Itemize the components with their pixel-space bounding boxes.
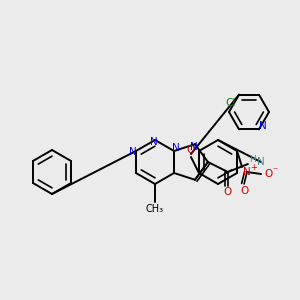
Text: Cl: Cl bbox=[226, 98, 236, 108]
Text: N: N bbox=[243, 167, 251, 177]
Text: O: O bbox=[187, 145, 195, 155]
Text: N: N bbox=[129, 147, 137, 157]
Text: N: N bbox=[172, 143, 180, 153]
Text: O: O bbox=[224, 187, 232, 197]
Text: N: N bbox=[257, 157, 265, 167]
Text: N: N bbox=[190, 142, 198, 152]
Text: N: N bbox=[150, 137, 158, 147]
Text: O: O bbox=[264, 169, 272, 179]
Text: O: O bbox=[240, 186, 248, 196]
Text: ⁻: ⁻ bbox=[272, 166, 278, 176]
Text: CH₃: CH₃ bbox=[146, 204, 164, 214]
Text: H: H bbox=[250, 155, 256, 164]
Text: N: N bbox=[259, 121, 267, 131]
Text: +: + bbox=[250, 163, 257, 172]
